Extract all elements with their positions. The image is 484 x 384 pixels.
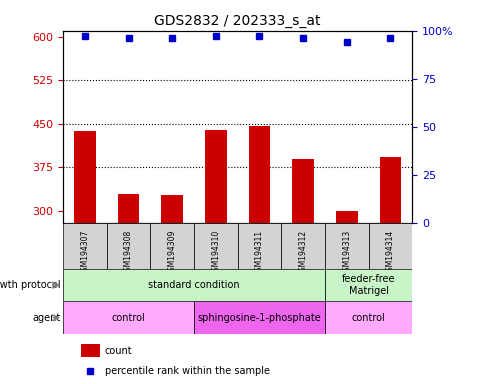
Text: GSM194309: GSM194309 xyxy=(167,230,176,276)
Text: control: control xyxy=(351,313,385,323)
Bar xyxy=(378,157,400,223)
Text: growth protocol: growth protocol xyxy=(0,280,61,290)
Bar xyxy=(248,126,270,223)
FancyBboxPatch shape xyxy=(63,269,324,301)
FancyBboxPatch shape xyxy=(237,223,281,269)
Text: GSM194314: GSM194314 xyxy=(385,230,394,276)
Bar xyxy=(161,195,182,223)
FancyBboxPatch shape xyxy=(324,301,411,334)
FancyBboxPatch shape xyxy=(281,223,324,269)
Bar xyxy=(74,131,95,223)
Bar xyxy=(291,159,313,223)
FancyBboxPatch shape xyxy=(368,223,411,269)
Bar xyxy=(335,211,357,223)
FancyBboxPatch shape xyxy=(194,223,237,269)
FancyBboxPatch shape xyxy=(194,301,324,334)
Bar xyxy=(80,344,100,357)
Text: standard condition: standard condition xyxy=(148,280,239,290)
Text: sphingosine-1-phosphate: sphingosine-1-phosphate xyxy=(197,313,321,323)
Text: feeder-free
Matrigel: feeder-free Matrigel xyxy=(341,274,394,296)
FancyBboxPatch shape xyxy=(63,223,106,269)
Text: GSM194313: GSM194313 xyxy=(342,230,350,276)
FancyBboxPatch shape xyxy=(150,223,194,269)
Text: agent: agent xyxy=(32,313,61,323)
Bar xyxy=(117,194,139,223)
Text: GSM194312: GSM194312 xyxy=(298,230,307,276)
FancyBboxPatch shape xyxy=(106,223,150,269)
Text: control: control xyxy=(111,313,145,323)
Text: GSM194310: GSM194310 xyxy=(211,230,220,276)
Text: GSM194311: GSM194311 xyxy=(255,230,263,276)
Text: count: count xyxy=(105,346,132,356)
Text: GSM194308: GSM194308 xyxy=(124,230,133,276)
Text: GSM194307: GSM194307 xyxy=(80,230,89,276)
FancyBboxPatch shape xyxy=(324,223,368,269)
Text: percentile rank within the sample: percentile rank within the sample xyxy=(105,366,270,376)
FancyBboxPatch shape xyxy=(63,301,194,334)
FancyBboxPatch shape xyxy=(324,269,411,301)
Title: GDS2832 / 202333_s_at: GDS2832 / 202333_s_at xyxy=(154,14,320,28)
Bar xyxy=(204,130,226,223)
